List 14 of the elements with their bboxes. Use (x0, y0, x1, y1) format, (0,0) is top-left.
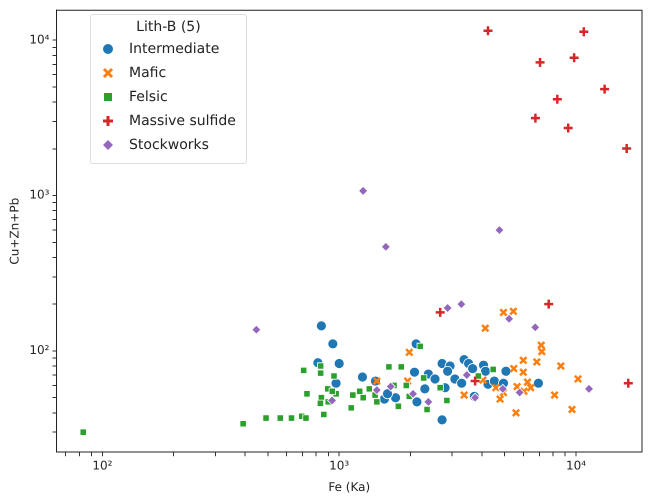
x-tick-label: 10³ (329, 458, 350, 473)
legend-label: Mafic (129, 65, 166, 81)
legend-label: Felsic (129, 89, 168, 105)
legend-title: Lith-B (5) (135, 19, 202, 35)
y-tick-label: 10² (29, 343, 50, 358)
y-axis-title: Cu+Zn+Pb (7, 198, 22, 265)
legend-label: Stockworks (129, 137, 209, 153)
legend-label: Intermediate (129, 41, 220, 57)
y-tick-label: 10³ (29, 188, 50, 202)
y-tick-label: 10⁴ (29, 32, 50, 46)
legend-label: Massive sulfide (129, 113, 236, 129)
x-tick-label: 10² (92, 458, 113, 473)
x-tick-label: 10⁴ (566, 458, 586, 473)
x-axis-title: Fe (Ka) (328, 480, 370, 494)
